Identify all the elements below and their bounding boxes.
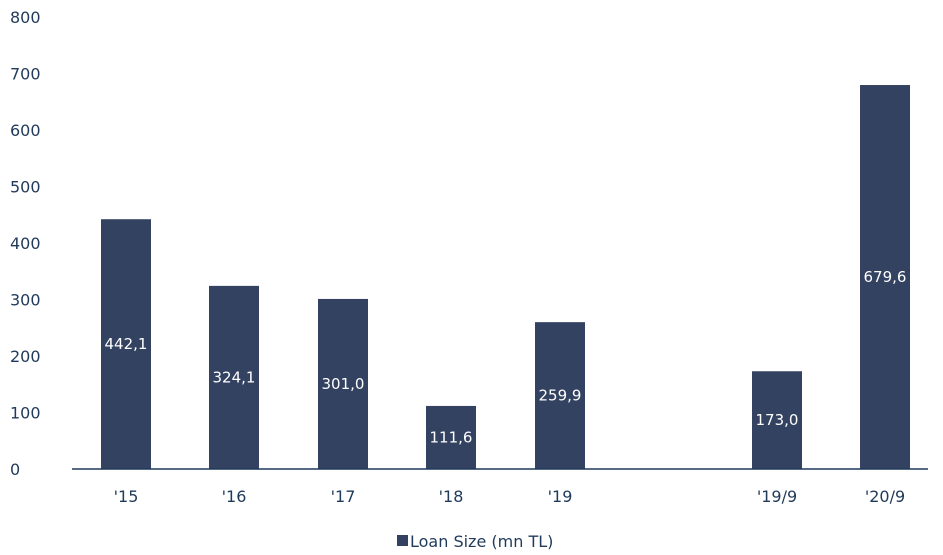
y-tick-label: 300 [10,291,41,310]
y-axis-ticks: 0 100 200 300 400 500 600 700 800 [10,8,41,479]
bar [209,285,259,469]
bar-data-label: 259,9 [539,387,582,405]
bar [752,371,802,469]
bar [101,219,151,469]
bar-data-label: 111,6 [430,428,473,446]
y-tick-label: 600 [10,121,41,140]
bar [426,405,476,469]
legend: Loan Size (mn TL) [397,532,553,551]
x-axis-labels: '15 '16 '17 '18 '19 '19/9 '20/9 [114,487,906,506]
data-labels: 442,1 324,1 301,0 111,6 259,9 173,0 679,6 [105,268,907,446]
legend-label: Loan Size (mn TL) [410,532,553,551]
y-tick-label: 700 [10,65,41,84]
x-category-label: '18 [439,487,464,506]
bar-data-label: 324,1 [213,368,256,386]
bar-data-label: 301,0 [322,375,365,393]
bar-data-label: 679,6 [864,268,907,286]
y-tick-label: 0 [10,460,20,479]
y-tick-label: 400 [10,234,41,253]
y-tick-label: 100 [10,404,41,423]
x-category-label: '17 [331,487,356,506]
x-category-label: '16 [222,487,247,506]
bar [318,298,368,469]
y-tick-label: 500 [10,178,41,197]
bar [860,85,910,469]
bar-data-label: 173,0 [756,411,799,429]
legend-swatch [397,535,408,546]
x-category-label: '19/9 [757,487,797,506]
y-tick-label: 800 [10,8,41,27]
bar [535,322,585,469]
bars [101,85,910,469]
x-category-label: '20/9 [865,487,905,506]
bar-data-label: 442,1 [105,335,148,353]
x-category-label: '19 [548,487,573,506]
y-tick-label: 200 [10,347,41,366]
x-category-label: '15 [114,487,139,506]
